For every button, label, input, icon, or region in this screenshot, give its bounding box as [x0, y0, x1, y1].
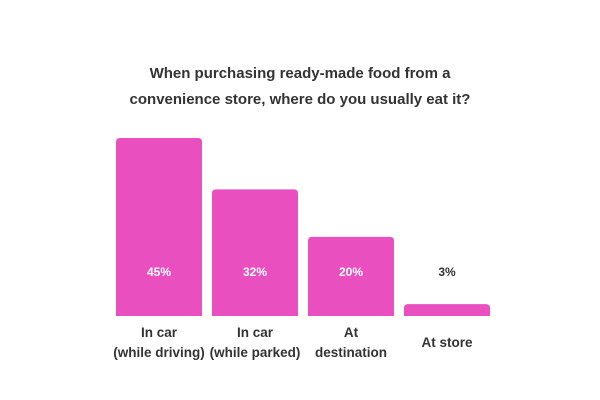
category-label-0: In car (while driving)	[113, 325, 205, 360]
category-label-3-line-0: At store	[421, 335, 472, 350]
chart-title-line-1: When purchasing ready-made food from a	[150, 65, 452, 82]
bar-1	[212, 189, 298, 316]
bar-3	[404, 304, 490, 316]
category-label-1: In car (while parked)	[210, 325, 301, 360]
category-label-1-line-0: In car	[237, 325, 274, 340]
category-labels: In car (while driving) In car (while parked…	[113, 325, 473, 360]
bar-2	[308, 236, 394, 316]
category-label-0-line-0: In car	[141, 325, 178, 340]
chart-title-line-2: convenience store, where do you usually …	[130, 91, 471, 108]
value-label-0: 45%	[147, 265, 171, 279]
value-label-3: 3%	[438, 265, 456, 279]
bar-0	[116, 138, 202, 316]
category-label-2: At destination	[315, 325, 387, 360]
value-label-1: 32%	[243, 265, 267, 279]
category-label-2-line-0: At	[344, 325, 359, 340]
category-label-0-line-1: (while driving)	[113, 345, 205, 360]
category-label-1-line-1: (while parked)	[210, 345, 301, 360]
category-label-3: At store	[421, 335, 472, 350]
bars: 45% 32% 20% 3%	[116, 138, 490, 316]
category-label-2-line-1: destination	[315, 345, 387, 360]
value-label-2: 20%	[339, 265, 363, 279]
